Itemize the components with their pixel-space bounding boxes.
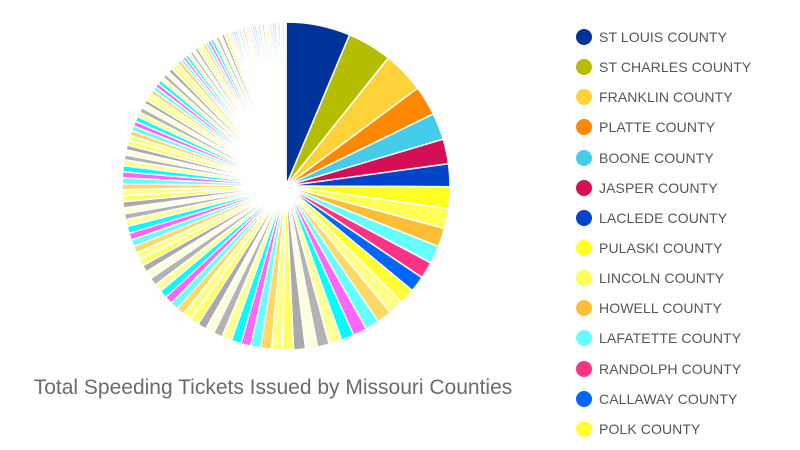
legend-label: FRANKLIN COUNTY bbox=[599, 89, 733, 106]
legend-item-st-charles-county[interactable]: ST CHARLES COUNTY bbox=[576, 52, 800, 82]
legend-item-randolph-county[interactable]: RANDOLPH COUNTY bbox=[576, 354, 800, 384]
legend-label: POLK COUNTY bbox=[599, 420, 701, 437]
legend: ST LOUIS COUNTY ST CHARLES COUNTY FRANKLIN… bbox=[576, 22, 800, 450]
legend-label: BOONE COUNTY bbox=[599, 149, 714, 166]
legend-marker bbox=[576, 360, 592, 377]
legend-marker bbox=[576, 330, 592, 347]
legend-marker bbox=[576, 270, 592, 287]
legend-item-laclede-county[interactable]: LACLEDE COUNTY bbox=[576, 203, 800, 233]
legend-marker bbox=[576, 119, 592, 136]
legend-label: LINCOLN COUNTY bbox=[599, 270, 725, 287]
legend-label: LAFATETTE COUNTY bbox=[599, 330, 742, 347]
legend-item-st-louis-county[interactable]: ST LOUIS COUNTY bbox=[576, 22, 800, 52]
pie-chart bbox=[121, 21, 451, 351]
legend-label: PULASKI COUNTY bbox=[599, 240, 723, 257]
legend-marker bbox=[576, 240, 592, 257]
legend-label: ST LOUIS COUNTY bbox=[599, 29, 728, 46]
legend-label: ST CHARLES COUNTY bbox=[599, 59, 752, 76]
legend-item-pulaski-county[interactable]: PULASKI COUNTY bbox=[576, 233, 800, 263]
pie-slice-other-120[interactable] bbox=[283, 21, 287, 187]
legend-item-boone-county[interactable]: BOONE COUNTY bbox=[576, 143, 800, 173]
legend-marker bbox=[576, 149, 592, 166]
legend-item-franklin-county[interactable]: FRANKLIN COUNTY bbox=[576, 82, 800, 112]
legend-item-platte-county[interactable]: PLATTE COUNTY bbox=[576, 112, 800, 142]
legend-marker bbox=[576, 420, 592, 437]
legend-label: CALLAWAY COUNTY bbox=[599, 390, 738, 407]
legend-label: JASPER COUNTY bbox=[599, 179, 718, 196]
legend-marker bbox=[576, 209, 592, 226]
legend-item-howell-county[interactable]: HOWELL COUNTY bbox=[576, 293, 800, 323]
legend-marker bbox=[576, 390, 592, 407]
legend-label: PLATTE COUNTY bbox=[599, 119, 716, 136]
legend-marker bbox=[576, 29, 592, 46]
legend-marker bbox=[576, 179, 592, 196]
legend-item-lincoln-county[interactable]: LINCOLN COUNTY bbox=[576, 263, 800, 293]
legend-item-callaway-county[interactable]: CALLAWAY COUNTY bbox=[576, 384, 800, 414]
legend-label: LACLEDE COUNTY bbox=[599, 209, 728, 226]
legend-item-jasper-county[interactable]: JASPER COUNTY bbox=[576, 173, 800, 203]
legend-marker bbox=[576, 89, 592, 106]
legend-item-polk-county[interactable]: POLK COUNTY bbox=[576, 414, 800, 444]
legend-marker bbox=[576, 300, 592, 317]
legend-item-lafatette-county[interactable]: LAFATETTE COUNTY bbox=[576, 323, 800, 353]
legend-marker bbox=[576, 59, 592, 76]
legend-label: RANDOLPH COUNTY bbox=[599, 360, 742, 377]
chart-title: Total Speeding Tickets Issued by Missour… bbox=[33, 376, 513, 399]
legend-label: HOWELL COUNTY bbox=[599, 300, 722, 317]
